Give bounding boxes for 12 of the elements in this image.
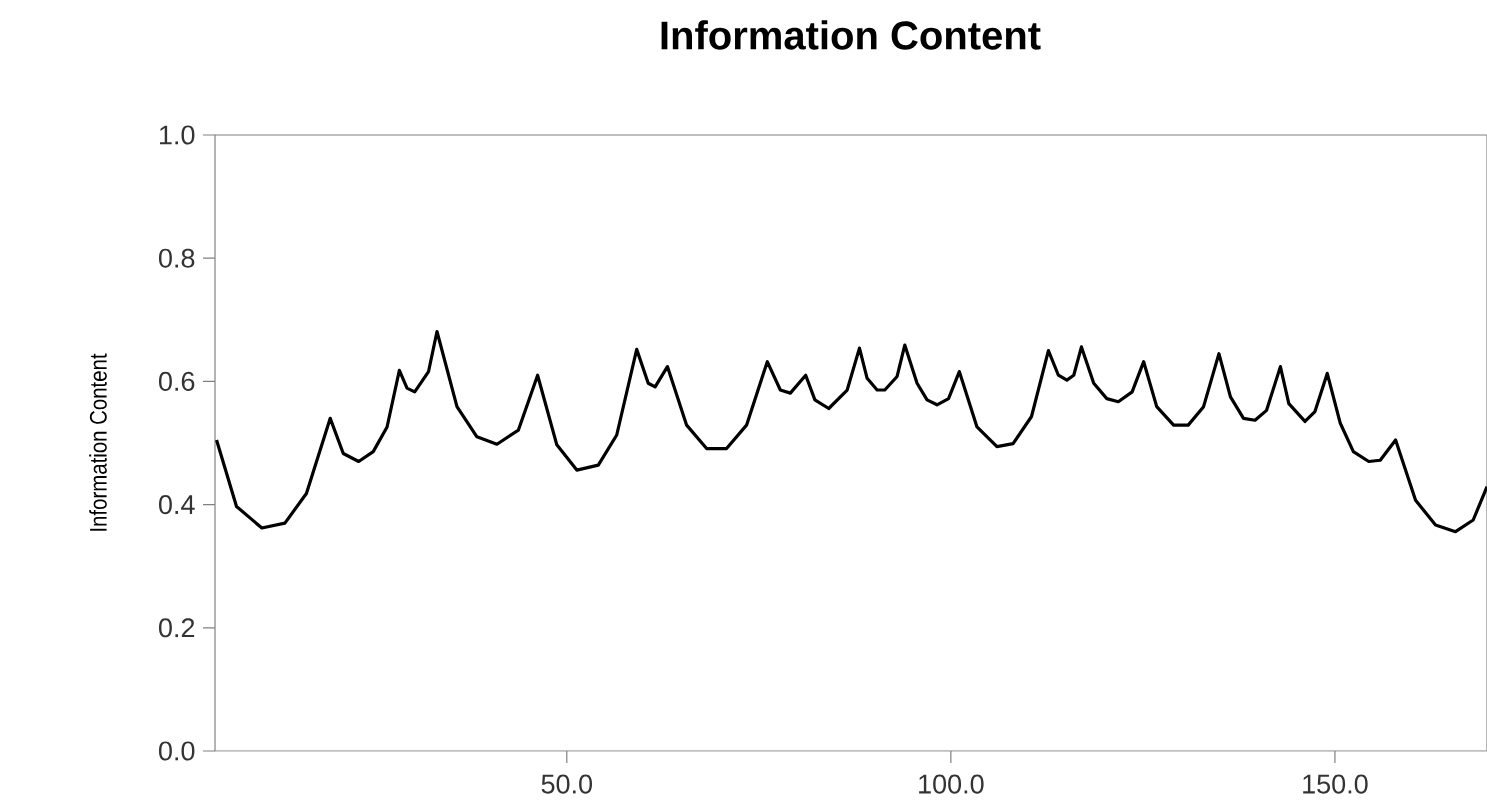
x-tick-label: 150.0 bbox=[1303, 774, 1368, 794]
x-tick-label: 100.0 bbox=[919, 774, 984, 794]
y-tick-label: 1.0 bbox=[160, 125, 195, 145]
y-tick-label: 0.6 bbox=[158, 371, 195, 391]
line-series bbox=[214, 329, 1487, 534]
y-tick-label: 0.0 bbox=[158, 741, 195, 761]
y-tick-label: 0.2 bbox=[158, 618, 195, 638]
chart-title: Information Content bbox=[661, 20, 1041, 50]
y-axis-title: Information Content bbox=[89, 353, 107, 531]
y-tick-label: 0.8 bbox=[158, 248, 195, 268]
x-tick-label: 50.0 bbox=[541, 774, 593, 794]
y-tick-label: 0.4 bbox=[158, 495, 195, 515]
